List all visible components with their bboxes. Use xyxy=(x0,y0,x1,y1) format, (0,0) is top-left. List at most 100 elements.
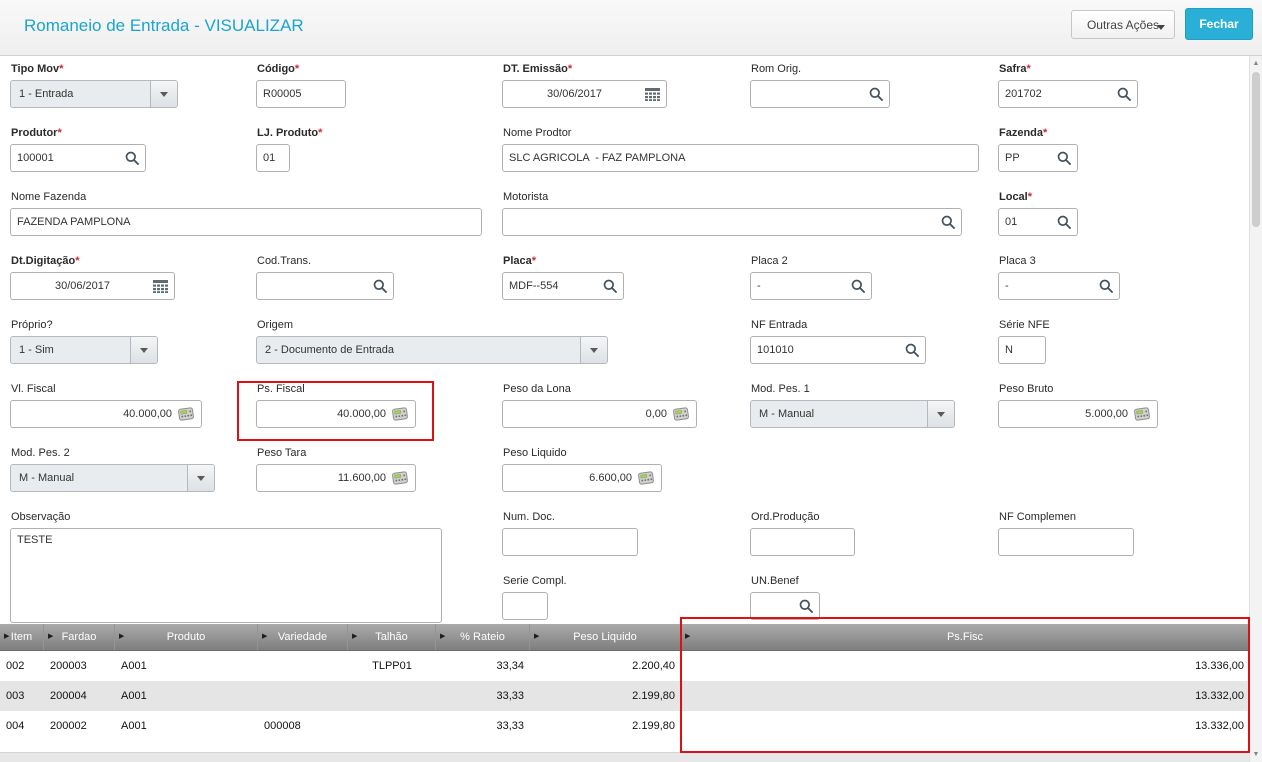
num-doc-input[interactable] xyxy=(502,528,638,556)
peso-liquido-value[interactable] xyxy=(509,472,632,484)
close-button[interactable]: Fechar xyxy=(1185,8,1253,40)
ord-producao-value[interactable] xyxy=(757,536,848,548)
nf-complemen-input[interactable] xyxy=(998,528,1134,556)
column-header-rateio[interactable]: ▶% Rateio xyxy=(436,624,530,650)
peso-bruto-input[interactable] xyxy=(998,400,1158,428)
search-icon[interactable] xyxy=(373,279,387,293)
column-header-fardao[interactable]: ▶ Fardao xyxy=(44,624,115,650)
ps-fiscal-input[interactable] xyxy=(256,400,416,428)
search-icon[interactable] xyxy=(905,343,919,357)
serie-compl-value[interactable] xyxy=(509,600,541,612)
proprio-select[interactable]: 1 - Sim xyxy=(10,336,158,364)
ord-producao-input[interactable] xyxy=(750,528,855,556)
search-icon[interactable] xyxy=(1099,279,1113,293)
nf-complemen-value[interactable] xyxy=(1005,536,1127,548)
scroll-up-icon[interactable]: ▲ xyxy=(1252,60,1260,67)
vl-fiscal-value[interactable] xyxy=(17,408,172,420)
grid-horizontal-scrollbar[interactable] xyxy=(0,752,1250,762)
local-input[interactable] xyxy=(998,208,1078,236)
un-benef-input[interactable] xyxy=(750,592,820,620)
produtor-input[interactable] xyxy=(10,144,146,172)
fazenda-value[interactable] xyxy=(1005,152,1052,164)
column-header-peso-liquido[interactable]: ▶ Peso Liquido xyxy=(530,624,681,650)
nome-fazenda-value[interactable] xyxy=(17,216,475,228)
column-header-talhao[interactable]: ▶ Talhão xyxy=(348,624,436,650)
serie-nfe-input[interactable] xyxy=(998,336,1046,364)
calculator-icon[interactable] xyxy=(637,471,655,485)
serie-nfe-value[interactable] xyxy=(1005,344,1039,356)
placa2-input[interactable] xyxy=(750,272,872,300)
calculator-icon[interactable] xyxy=(391,471,409,485)
origem-select[interactable]: 2 - Documento de Entrada xyxy=(256,336,608,364)
rom-orig-input[interactable] xyxy=(750,80,890,108)
peso-tara-input[interactable] xyxy=(256,464,416,492)
scroll-down-icon[interactable]: ▼ xyxy=(1252,751,1260,758)
peso-tara-value[interactable] xyxy=(263,472,386,484)
nome-prodtor-value[interactable] xyxy=(509,152,972,164)
calculator-icon[interactable] xyxy=(1133,407,1151,421)
nome-prodtor-input[interactable] xyxy=(502,144,979,172)
mod-pes2-select[interactable]: M - Manual xyxy=(10,464,215,492)
placa-value[interactable] xyxy=(509,280,598,292)
vertical-scrollbar[interactable]: ▲ ▼ xyxy=(1249,56,1262,762)
cod-trans-input[interactable] xyxy=(256,272,394,300)
search-icon[interactable] xyxy=(851,279,865,293)
serie-compl-input[interactable] xyxy=(502,592,548,620)
table-row[interactable]: 003 200004 A001 33,33 2.199,80 13.332,00 xyxy=(0,681,1250,711)
calculator-icon[interactable] xyxy=(672,407,690,421)
lj-produto-value[interactable] xyxy=(263,152,283,164)
produtor-value[interactable] xyxy=(17,152,120,164)
peso-liquido-input[interactable] xyxy=(502,464,662,492)
placa3-value[interactable] xyxy=(1005,280,1094,292)
fazenda-input[interactable] xyxy=(998,144,1078,172)
column-header-variedade[interactable]: ▶ Variedade xyxy=(258,624,348,650)
placa-input[interactable] xyxy=(502,272,624,300)
placa3-input[interactable] xyxy=(998,272,1120,300)
nome-fazenda-input[interactable] xyxy=(10,208,482,236)
nf-entrada-value[interactable] xyxy=(757,344,900,356)
safra-input[interactable] xyxy=(998,80,1138,108)
cod-trans-value[interactable] xyxy=(263,280,368,292)
local-value[interactable] xyxy=(1005,216,1052,228)
safra-value[interactable] xyxy=(1005,88,1112,100)
column-header-item[interactable]: ▶ Item xyxy=(0,624,44,650)
tipo-mov-select[interactable]: 1 - Entrada xyxy=(10,80,178,108)
calculator-icon[interactable] xyxy=(177,407,195,421)
calendar-icon[interactable] xyxy=(153,279,168,293)
table-row[interactable]: 004 200002 A001 000008 33,33 2.199,80 13… xyxy=(0,711,1250,741)
codigo-input[interactable] xyxy=(256,80,346,108)
lj-produto-input[interactable] xyxy=(256,144,290,172)
search-icon[interactable] xyxy=(603,279,617,293)
column-header-produto[interactable]: ▶ Produto xyxy=(115,624,258,650)
observacao-textarea[interactable]: TESTE xyxy=(10,528,442,623)
dt-digitacao-input[interactable] xyxy=(10,272,175,300)
un-benef-value[interactable] xyxy=(757,600,794,612)
search-icon[interactable] xyxy=(1117,87,1131,101)
scrollbar-thumb[interactable] xyxy=(1252,72,1260,227)
search-icon[interactable] xyxy=(941,215,955,229)
codigo-value[interactable] xyxy=(263,88,339,100)
vl-fiscal-input[interactable] xyxy=(10,400,202,428)
placa2-value[interactable] xyxy=(757,280,846,292)
mod-pes1-select[interactable]: M - Manual xyxy=(750,400,955,428)
search-icon[interactable] xyxy=(125,151,139,165)
column-header-ps-fisc[interactable]: ▶ Ps.Fisc xyxy=(681,624,1250,650)
peso-bruto-value[interactable] xyxy=(1005,408,1128,420)
dt-emissao-input[interactable] xyxy=(502,80,667,108)
peso-lona-input[interactable] xyxy=(502,400,697,428)
other-actions-button[interactable]: Outras Ações xyxy=(1071,10,1175,39)
calendar-icon[interactable] xyxy=(645,87,660,101)
search-icon[interactable] xyxy=(1057,215,1071,229)
num-doc-value[interactable] xyxy=(509,536,631,548)
ps-fiscal-value[interactable] xyxy=(263,408,386,420)
peso-lona-value[interactable] xyxy=(509,408,667,420)
nf-entrada-input[interactable] xyxy=(750,336,926,364)
table-row[interactable]: 002 200003 A001 TLPP01 33,34 2.200,40 13… xyxy=(0,651,1250,681)
motorista-input[interactable] xyxy=(502,208,962,236)
dt-emissao-value[interactable] xyxy=(509,88,640,100)
dt-digitacao-value[interactable] xyxy=(17,280,148,292)
search-icon[interactable] xyxy=(799,599,813,613)
calculator-icon[interactable] xyxy=(391,407,409,421)
search-icon[interactable] xyxy=(869,87,883,101)
motorista-value[interactable] xyxy=(509,216,936,228)
